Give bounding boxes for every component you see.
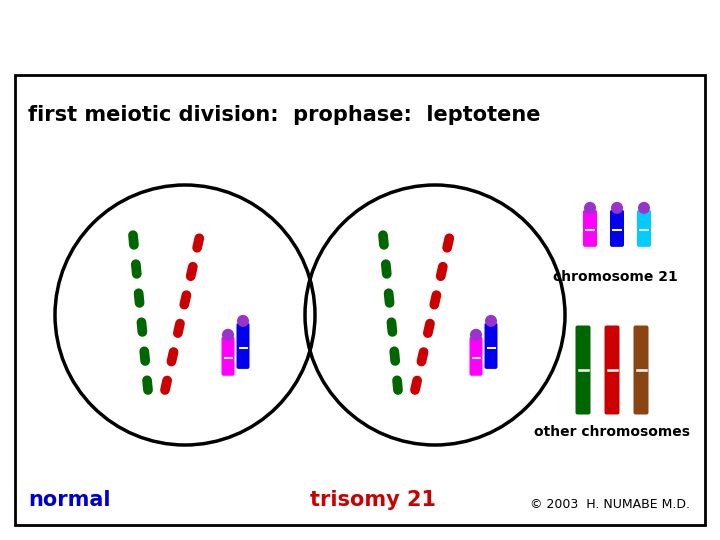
Text: other chromosomes: other chromosomes xyxy=(534,425,690,439)
Circle shape xyxy=(638,202,650,214)
Circle shape xyxy=(470,329,482,341)
FancyBboxPatch shape xyxy=(637,210,651,247)
Circle shape xyxy=(611,202,623,214)
FancyBboxPatch shape xyxy=(236,323,250,369)
Circle shape xyxy=(584,202,596,214)
FancyBboxPatch shape xyxy=(469,337,482,376)
FancyBboxPatch shape xyxy=(610,210,624,247)
Text: © 2003  H. NUMABE M.D.: © 2003 H. NUMABE M.D. xyxy=(530,498,690,511)
FancyBboxPatch shape xyxy=(485,323,498,369)
Text: first meiotic division:  prophase:  leptotene: first meiotic division: prophase: leptot… xyxy=(28,105,541,125)
Text: trisomy 21: trisomy 21 xyxy=(310,490,436,510)
FancyBboxPatch shape xyxy=(605,326,619,415)
Circle shape xyxy=(222,329,234,341)
Text: chromosome 21: chromosome 21 xyxy=(553,270,678,284)
FancyBboxPatch shape xyxy=(575,326,590,415)
Circle shape xyxy=(485,315,497,327)
Bar xyxy=(15,75,705,525)
Text: normal: normal xyxy=(28,490,110,510)
FancyBboxPatch shape xyxy=(634,326,649,415)
FancyBboxPatch shape xyxy=(222,337,235,376)
FancyBboxPatch shape xyxy=(583,210,597,247)
Circle shape xyxy=(237,315,249,327)
